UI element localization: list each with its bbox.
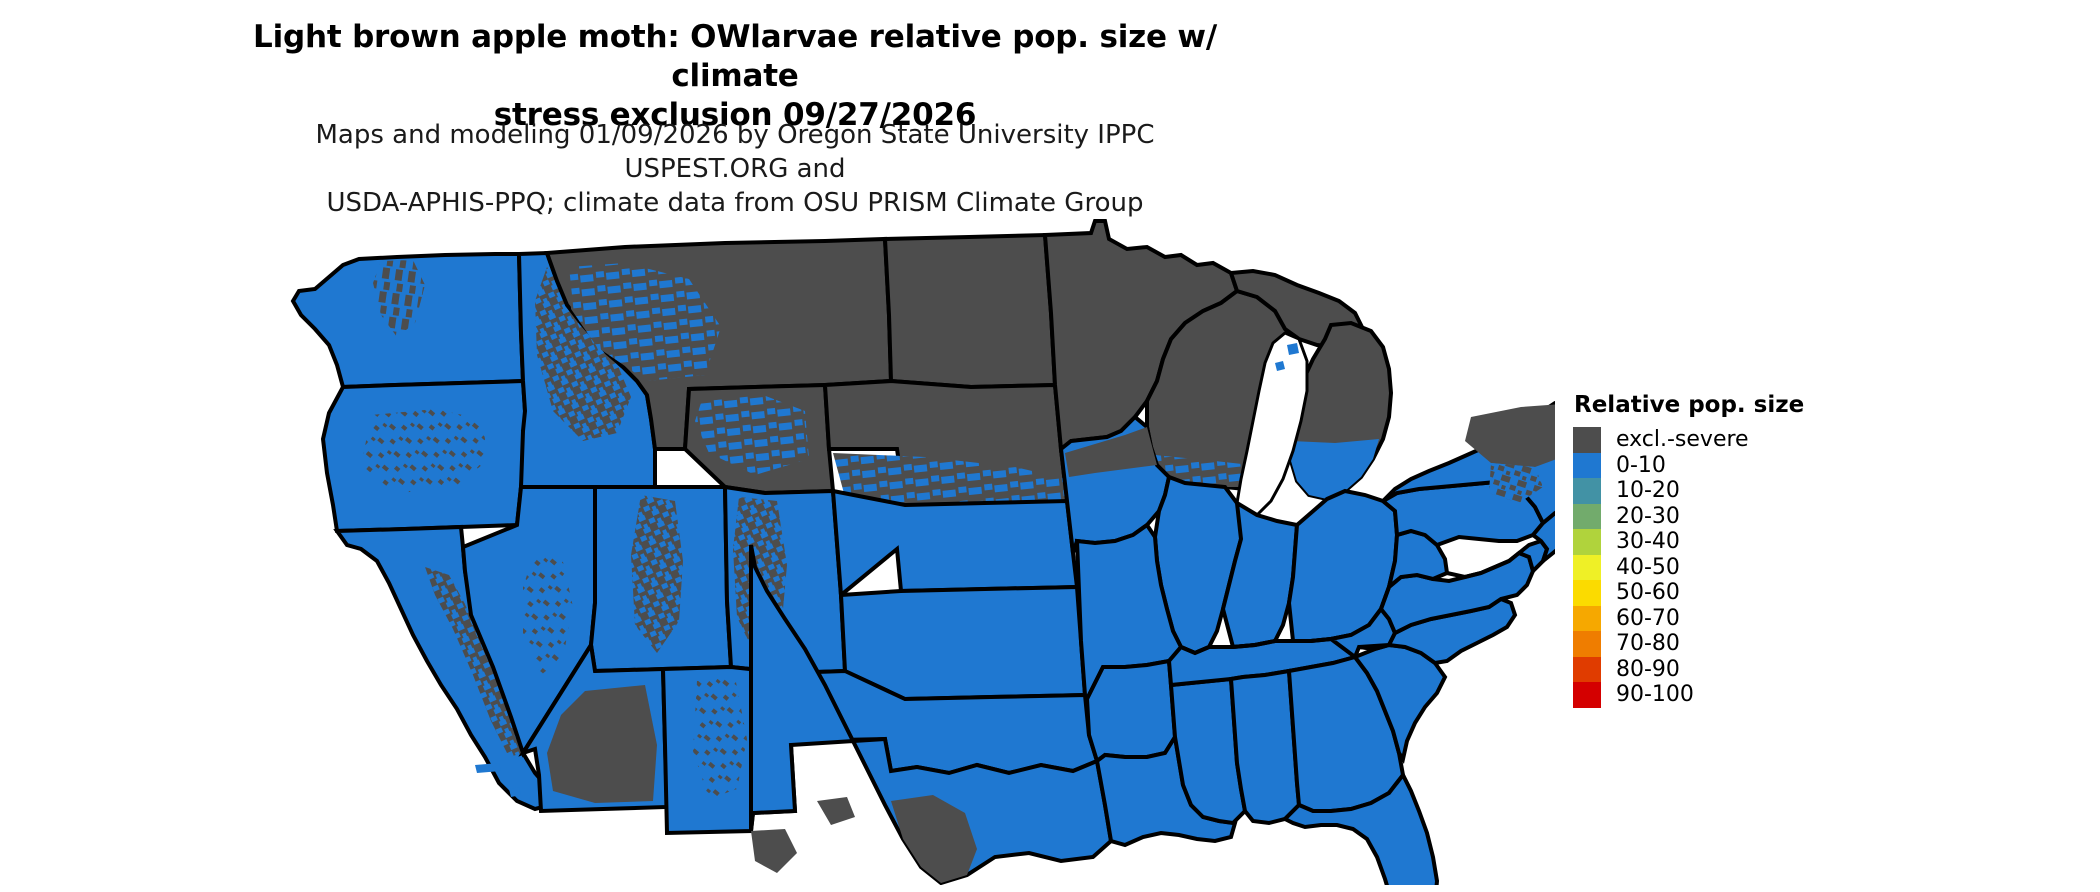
lake-michigan-islands xyxy=(1275,343,1299,371)
title-line-2: stress exclusion 09/27/2026 xyxy=(493,97,977,133)
subtitle-line-2: USDA-APHIS-PPQ; climate data from OSU PR… xyxy=(326,188,1144,218)
legend-item-60-70[interactable]: 60-70 xyxy=(1573,605,1903,631)
state-new-york-catskill-speckle xyxy=(1489,463,1543,503)
legend-item-70-80[interactable]: 70-80 xyxy=(1573,631,1903,657)
figure-subtitle: Maps and modeling 01/09/2026 by Oregon S… xyxy=(0,118,1470,220)
state-texas xyxy=(749,544,1114,885)
state-california-sierra-terrain xyxy=(425,567,523,757)
legend-swatch-40-50 xyxy=(1573,554,1601,580)
channel-islands xyxy=(475,763,541,805)
legend-label-40-50: 40-50 xyxy=(1616,554,1680,580)
us-choropleth-map xyxy=(285,205,1555,885)
state-washington-terrain xyxy=(373,260,425,337)
state-florida xyxy=(1281,771,1440,885)
legend-label-50-60: 50-60 xyxy=(1616,580,1680,605)
subtitle-line-1: Maps and modeling 01/09/2026 by Oregon S… xyxy=(315,120,1155,184)
legend-swatch-70-80 xyxy=(1573,631,1601,657)
legend-label-80-90: 80-90 xyxy=(1616,656,1680,682)
legend-item-90-100[interactable]: 90-100 xyxy=(1573,682,1903,708)
state-indiana xyxy=(1220,499,1300,650)
state-utah-terrain xyxy=(631,495,683,653)
legend-label-20-30: 20-30 xyxy=(1616,503,1680,529)
state-new-york-adirondack-excl xyxy=(1465,404,1555,467)
legend-label-excl-severe: excl.-severe xyxy=(1616,427,1749,452)
state-south-dakota-mixed xyxy=(833,453,1067,505)
legend-item-0-10[interactable]: 0-10 xyxy=(1573,452,1903,478)
state-new-jersey xyxy=(1530,510,1555,567)
legend-item-40-50[interactable]: 40-50 xyxy=(1573,554,1903,580)
legend-swatch-30-40 xyxy=(1573,529,1601,555)
map-region-south-central xyxy=(1074,522,1440,885)
legend-swatch-0-10 xyxy=(1573,452,1601,478)
legend-swatch-excl-severe xyxy=(1573,427,1601,453)
legend-swatch-50-60 xyxy=(1573,580,1601,606)
map-legend: Relative pop. size excl.-severe 0-10 10-… xyxy=(1573,392,1903,708)
state-arizona-terrain xyxy=(547,685,657,803)
map-region-upper-midwest xyxy=(1042,219,1400,656)
state-north-dakota xyxy=(882,232,1058,390)
state-oregon-terrain xyxy=(361,409,489,493)
state-iowa-north-excl xyxy=(1065,427,1157,477)
legend-swatch-90-100 xyxy=(1573,682,1601,708)
map-region-plains xyxy=(749,232,1114,885)
state-nevada-terrain xyxy=(523,553,573,675)
legend-swatch-10-20 xyxy=(1573,478,1601,504)
state-texas-west-terrain xyxy=(751,797,855,873)
legend-label-90-100: 90-100 xyxy=(1616,682,1694,707)
legend-title: Relative pop. size xyxy=(1574,392,1805,418)
map-region-northeast xyxy=(1379,400,1555,567)
state-montana-terrain xyxy=(569,263,721,381)
legend-label-60-70: 60-70 xyxy=(1616,605,1680,631)
legend-label-10-20: 10-20 xyxy=(1616,478,1680,503)
state-wyoming-terrain xyxy=(695,395,809,475)
state-west-virginia xyxy=(1379,528,1450,610)
legend-label-70-80: 70-80 xyxy=(1616,631,1680,656)
map-region-southeast-atlantic xyxy=(1351,528,1550,765)
state-idaho-terrain xyxy=(535,267,631,441)
state-texas-south-excl xyxy=(891,795,977,883)
legend-swatch-80-90 xyxy=(1573,656,1601,682)
legend-label-0-10: 0-10 xyxy=(1616,452,1666,478)
title-line-1: Light brown apple moth: OWlarvae relativ… xyxy=(253,19,1217,94)
state-nebraska xyxy=(830,488,1080,599)
legend-item-30-40[interactable]: 30-40 xyxy=(1573,529,1903,555)
legend-swatch-20-30 xyxy=(1573,503,1601,529)
legend-item-50-60[interactable]: 50-60 xyxy=(1573,580,1903,606)
figure-title: Light brown apple moth: OWlarvae relativ… xyxy=(0,18,1470,135)
state-new-mexico-terrain xyxy=(693,677,747,799)
legend-item-excl-severe[interactable]: excl.-severe xyxy=(1573,427,1903,453)
legend-item-20-30[interactable]: 20-30 xyxy=(1573,503,1903,529)
state-michigan-lower-south-blue xyxy=(1291,439,1379,499)
legend-swatch-60-70 xyxy=(1573,605,1601,631)
legend-label-30-40: 30-40 xyxy=(1616,529,1680,554)
state-arkansas xyxy=(1084,658,1178,765)
state-kansas xyxy=(838,584,1088,702)
legend-item-80-90[interactable]: 80-90 xyxy=(1573,656,1903,682)
legend-item-10-20[interactable]: 10-20 xyxy=(1573,478,1903,504)
